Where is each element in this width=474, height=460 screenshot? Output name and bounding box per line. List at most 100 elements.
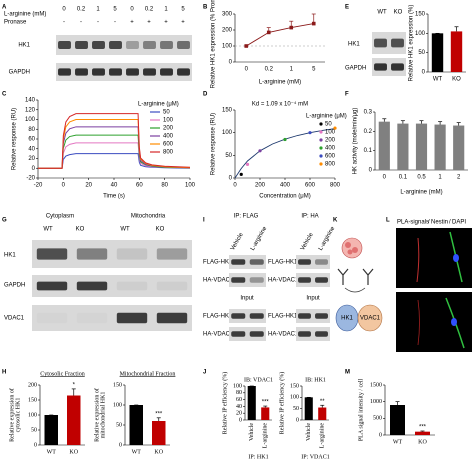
label: Vehicle: [230, 231, 245, 251]
y-tick-label: 0.3: [364, 110, 373, 116]
x-tick-label: 800: [330, 183, 341, 189]
y-axis-label: mitochondrial HK1: [100, 392, 106, 439]
point: [308, 131, 312, 135]
label: /: [428, 220, 430, 226]
blot-band: [298, 313, 311, 319]
panel-letter: C: [2, 92, 7, 98]
blot-band: [116, 281, 148, 291]
y-axis-label: Relative HK1 expression (%): [409, 5, 415, 82]
significance: ***: [155, 411, 163, 417]
blot-band: [116, 248, 148, 260]
label: DAPI: [452, 220, 466, 226]
y-tick-label: 200: [222, 28, 233, 34]
point: [258, 149, 262, 153]
y-tick-label: 200: [28, 382, 37, 388]
pronase-sign: +: [130, 20, 134, 26]
x-tick-label: 0: [62, 183, 66, 189]
blot-band: [58, 41, 71, 49]
legend-label: 100: [325, 130, 336, 136]
legend-title: L-arginine (μM): [138, 102, 179, 108]
significance: **: [320, 399, 325, 405]
panel-letter: B: [203, 5, 208, 11]
blot-band: [109, 68, 122, 76]
blot-band: [249, 331, 264, 337]
blot-band: [374, 38, 387, 48]
blot: [296, 255, 330, 269]
x-tick-label: 100: [185, 183, 196, 189]
blot-band: [249, 259, 264, 265]
x-tick-label: 40: [111, 183, 118, 189]
significance: ***: [419, 425, 427, 431]
annotation: Kd = 1.09 x 10⁻⁴ mM: [252, 101, 308, 108]
series-line: [246, 23, 314, 47]
chart-title: IB: VDAC1: [244, 377, 273, 383]
pronase-sign: -: [63, 20, 65, 26]
dose: 0: [130, 7, 134, 13]
pronase-sign: -: [97, 20, 99, 26]
x-tick-label: 600: [305, 183, 316, 189]
x-axis-label: L-arginine (mM): [259, 80, 301, 86]
pronase-sign: +: [147, 20, 151, 26]
y-tick-label: 0: [34, 442, 37, 448]
blot-band: [231, 277, 246, 283]
x-axis-label: L-arginine (mM): [400, 190, 442, 196]
blot-band: [298, 277, 311, 283]
bar: [390, 405, 405, 435]
panel-letter: D: [203, 92, 208, 98]
node-label: HK1: [341, 316, 353, 322]
point: [266, 30, 271, 35]
y-tick-label: 0: [422, 70, 426, 76]
label: Input: [306, 296, 320, 302]
y-tick-label: 100: [233, 383, 242, 389]
point: [239, 172, 243, 176]
label: WT: [377, 10, 387, 16]
y-tick-label: 120: [25, 107, 36, 113]
point: [289, 25, 294, 30]
bar: [453, 125, 465, 170]
y-tick-label: 100: [222, 44, 233, 50]
label: Vehicle: [300, 231, 315, 251]
x-axis-label: Time (s): [103, 194, 125, 200]
x-tick-label: 0.1: [399, 175, 408, 181]
micrograph: [396, 292, 472, 352]
blot-band: [109, 41, 122, 49]
legend-label: 400: [163, 134, 174, 140]
y-tick-label: 0.2: [364, 129, 373, 135]
blot: [229, 327, 266, 341]
micrograph: [396, 228, 472, 288]
blot-band: [156, 312, 188, 324]
y-tick-label: 150: [28, 397, 37, 403]
blot-band: [231, 313, 246, 319]
panel-letter: A: [2, 5, 7, 11]
blot-band: [315, 313, 328, 319]
panel-letter: G: [2, 218, 7, 224]
label: HA-VDAC1: [268, 278, 299, 284]
legend-title: L-arginine (μM): [306, 114, 347, 120]
label: HK1: [4, 253, 16, 259]
label: /: [449, 220, 451, 226]
label: FLAG-HK1: [268, 260, 298, 266]
bar: [247, 386, 256, 420]
bar: [44, 415, 58, 445]
label: Pronase: [4, 20, 27, 26]
cell-signal: [417, 299, 420, 346]
x-tick-label: KO: [154, 449, 163, 455]
label: HA-VDAC1: [203, 278, 234, 284]
y-tick-label: 300: [222, 12, 233, 18]
y-tick-label: 0: [369, 168, 373, 174]
y-tick-label: 50: [116, 422, 122, 428]
point: [311, 21, 316, 26]
y-tick-label: 40: [28, 146, 35, 152]
label: VDAC1: [4, 316, 25, 322]
pronase-sign: +: [181, 20, 185, 26]
legend-label: 600: [325, 154, 336, 160]
blot-band: [36, 248, 68, 260]
x-tick-label: 200: [255, 183, 266, 189]
y-axis-label: cytosolic HK1: [15, 398, 21, 433]
y-tick-label: 60: [236, 397, 242, 403]
y-tick-label: 50: [293, 406, 299, 412]
point: [244, 44, 249, 48]
panel-letter: K: [333, 218, 338, 224]
label: KO: [394, 10, 403, 16]
